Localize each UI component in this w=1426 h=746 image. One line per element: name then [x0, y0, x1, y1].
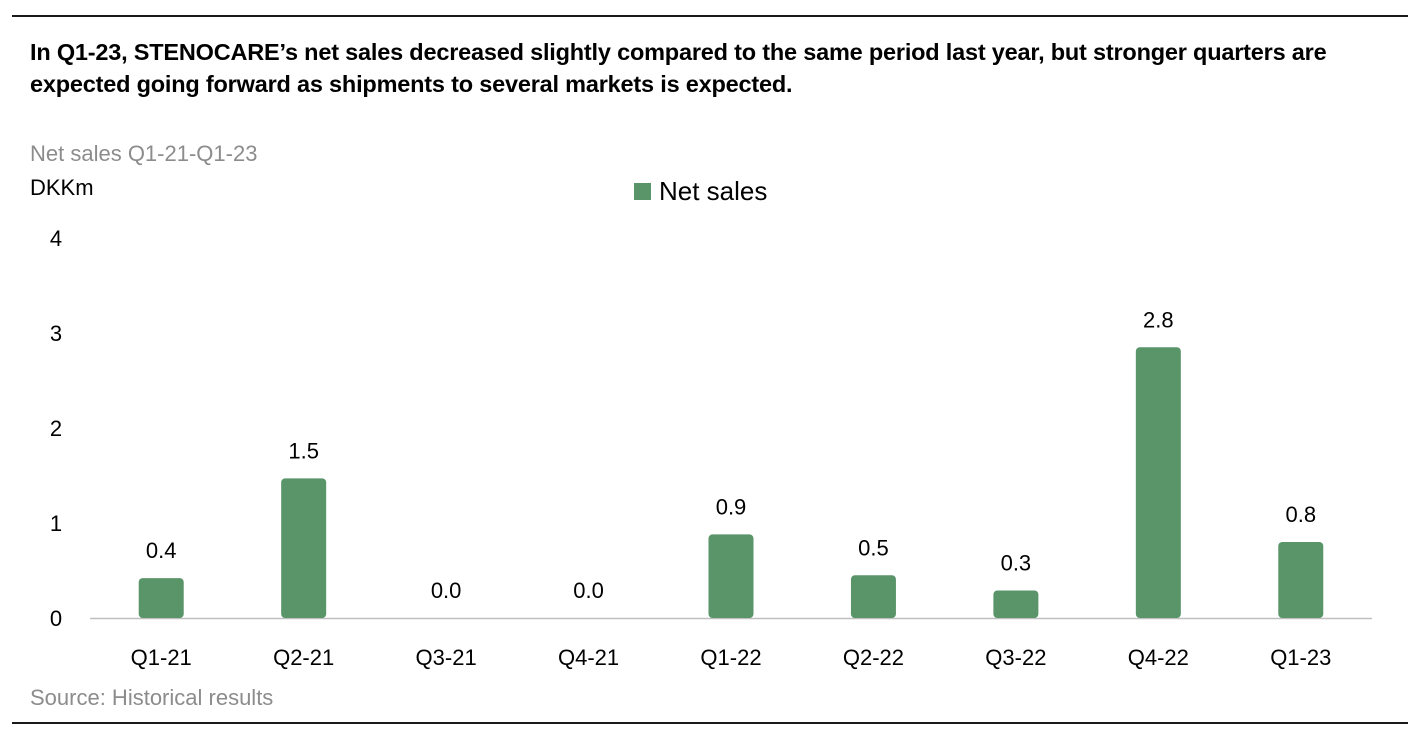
bar-q1-23	[1278, 542, 1324, 618]
x-tick-label: Q1-21	[131, 645, 192, 670]
x-tick-label: Q2-21	[273, 645, 334, 670]
x-tick-label: Q1-22	[700, 645, 761, 670]
bar-q1-21	[138, 578, 184, 618]
top-rule	[12, 15, 1408, 17]
data-label: 0.4	[146, 538, 177, 563]
data-label: 1.5	[288, 438, 319, 463]
y-tick-label: 0	[50, 606, 62, 631]
x-tick-label: Q4-22	[1128, 645, 1189, 670]
bar-q2-22	[850, 575, 896, 618]
x-tick-label: Q3-22	[985, 645, 1046, 670]
chart-title: Net sales Q1-21-Q1-23	[30, 141, 258, 166]
x-tick-label: Q4-21	[558, 645, 619, 670]
bar-q4-22	[1135, 347, 1181, 618]
data-label: 0.3	[1001, 550, 1032, 575]
bar-q3-22	[993, 590, 1039, 618]
x-tick-label: Q2-22	[843, 645, 904, 670]
y-tick-label: 2	[50, 416, 62, 441]
y-tick-label: 3	[50, 321, 62, 346]
data-label: 0.8	[1285, 502, 1316, 527]
x-tick-label: Q1-23	[1270, 645, 1331, 670]
data-label: 0.0	[573, 578, 604, 603]
source-note: Source: Historical results	[30, 685, 274, 710]
y-tick-label: 1	[50, 511, 62, 536]
legend-swatch-net-sales	[634, 183, 651, 200]
chart-legend: Net sales	[634, 176, 767, 207]
headline: In Q1-23, STENOCARE’s net sales decrease…	[30, 39, 1327, 97]
data-label: 0.5	[858, 535, 889, 560]
legend-label-net-sales: Net sales	[659, 176, 768, 206]
y-tick-label: 4	[50, 226, 62, 251]
bar-q2-21	[281, 478, 327, 618]
data-label: 0.9	[716, 494, 747, 519]
data-label: 0.0	[431, 578, 462, 603]
bottom-rule	[12, 722, 1408, 724]
y-axis-unit-label: DKKm	[30, 175, 94, 200]
bar-q1-22	[708, 534, 754, 618]
data-label: 2.8	[1143, 307, 1174, 332]
x-tick-label: Q3-21	[416, 645, 477, 670]
